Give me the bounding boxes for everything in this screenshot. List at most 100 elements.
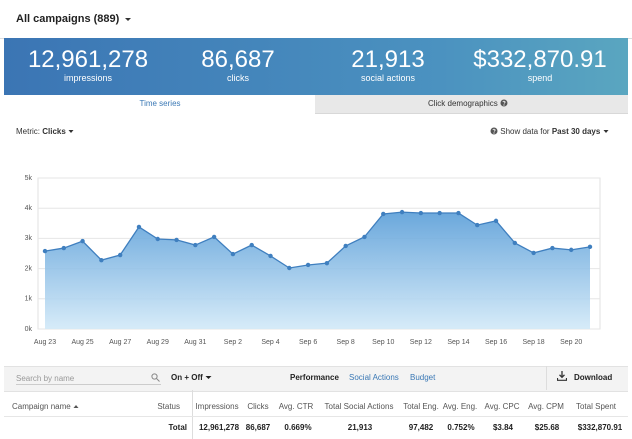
range-selector[interactable]: Show data for Past 30 days — [490, 127, 609, 136]
point — [249, 242, 254, 248]
metric-value: Clicks — [42, 127, 66, 136]
column-header[interactable]: Avg. CPC — [484, 402, 520, 411]
x-tick-label: Sep 8 — [337, 339, 355, 346]
x-tick-label: Aug 23 — [34, 339, 56, 346]
x-tick-label: Sep 16 — [485, 339, 507, 346]
point — [512, 240, 518, 246]
stat-value: 21,913 — [351, 46, 425, 73]
point — [569, 247, 574, 253]
caret — [125, 18, 132, 21]
metric-label: Metric: — [16, 127, 40, 136]
campaign-selector[interactable]: All campaigns (889) — [16, 13, 132, 25]
column-header[interactable]: Clicks — [247, 402, 269, 411]
column-divider — [192, 390, 193, 439]
stats-banner — [4, 38, 628, 95]
y-tick-label: 5k — [25, 175, 33, 182]
divider — [546, 366, 547, 390]
tab-label-group: Click demographics — [428, 99, 508, 108]
point — [155, 236, 160, 242]
point — [362, 234, 367, 240]
x-tick-label: Sep 4 — [261, 339, 279, 346]
point — [531, 250, 536, 256]
point — [268, 253, 273, 259]
x-tick-label: Sep 6 — [299, 339, 317, 346]
metric-selector[interactable]: Metric: Clicks — [16, 127, 74, 136]
range-label: Show data for — [500, 127, 550, 136]
column-header[interactable]: Total Eng. — [403, 402, 439, 411]
point — [211, 234, 217, 240]
search-input[interactable]: Search by name — [16, 374, 161, 385]
column-header[interactable]: Status — [157, 402, 180, 411]
y-tick-label: 4k — [25, 205, 33, 212]
search-icon — [151, 373, 160, 382]
column-header[interactable]: Total Social Actions — [324, 402, 394, 411]
column-header[interactable]: Total Spent — [575, 402, 617, 411]
point — [550, 245, 555, 251]
point — [418, 210, 424, 216]
point — [305, 262, 311, 268]
column-header[interactable]: Impressions — [195, 402, 239, 411]
point — [174, 237, 179, 243]
point — [456, 210, 461, 216]
x-tick-label: Aug 29 — [147, 339, 169, 346]
point — [99, 257, 104, 263]
y-tick-label: 1k — [25, 296, 33, 303]
point — [287, 265, 292, 271]
point — [136, 224, 142, 230]
point — [343, 243, 348, 249]
stat-label: impressions — [63, 73, 113, 83]
download-button[interactable]: Download — [574, 373, 613, 382]
cell: 21,913 — [347, 423, 373, 432]
stat-value: 12,961,278 — [27, 46, 149, 73]
tab-label: Click demographics — [427, 99, 498, 108]
point — [42, 248, 48, 254]
cell: 0.669% — [284, 423, 312, 432]
header-title: All campaigns (889) — [16, 13, 120, 25]
x-tick-label: Aug 27 — [109, 339, 131, 346]
x-tick-label: Sep 20 — [560, 339, 582, 346]
cell: 97,482 — [408, 423, 434, 432]
row-divider — [4, 416, 628, 417]
range-value: Past 30 days — [551, 127, 601, 136]
view-tab[interactable]: Social Actions — [349, 373, 399, 382]
point — [230, 251, 236, 257]
x-tick-label: Sep 18 — [523, 339, 545, 346]
cell: $3.84 — [492, 423, 514, 432]
column-header[interactable]: Avg. CTR — [278, 402, 314, 411]
caret — [205, 376, 212, 379]
x-tick-label: Aug 31 — [184, 339, 206, 346]
filter-label: On + Off — [171, 373, 203, 382]
view-tab[interactable]: Budget — [410, 373, 436, 382]
status-filter[interactable]: On + Off — [171, 373, 212, 382]
column-header[interactable]: Avg. CPM — [528, 402, 564, 411]
cell: 0.752% — [447, 423, 475, 432]
toolbar — [4, 366, 628, 392]
x-tick-label: Sep 10 — [372, 339, 394, 346]
point — [475, 222, 480, 228]
x-tick-label: Aug 25 — [71, 339, 93, 346]
point — [399, 209, 405, 215]
stat-label: clicks — [227, 73, 249, 83]
help-icon — [500, 99, 508, 107]
stat-value: $332,870.91 — [473, 46, 607, 73]
row-label: Total — [168, 423, 187, 432]
tab-active[interactable] — [4, 95, 315, 113]
chart: 0k 1k 2k 3k 4k 5k Aug 23 Aug 25 Aug 27 Aug 29 Aug … — [25, 175, 601, 346]
sort-arrow — [73, 405, 79, 408]
point — [193, 242, 198, 248]
cell: 86,687 — [245, 423, 271, 432]
point — [587, 244, 593, 250]
column-header[interactable]: Avg. Eng. — [442, 402, 478, 411]
point — [80, 238, 85, 244]
cell: $25.68 — [534, 423, 560, 432]
line — [44, 211, 591, 269]
y-tick-label: 2k — [25, 265, 33, 272]
tab[interactable] — [315, 95, 628, 114]
y-tick-label: 3k — [25, 235, 33, 242]
view-tab[interactable]: Performance — [290, 373, 339, 382]
point — [61, 245, 66, 251]
help-icon — [490, 127, 498, 135]
stat-label: social actions — [360, 73, 416, 83]
sort-header[interactable]: Campaign name — [12, 402, 79, 411]
